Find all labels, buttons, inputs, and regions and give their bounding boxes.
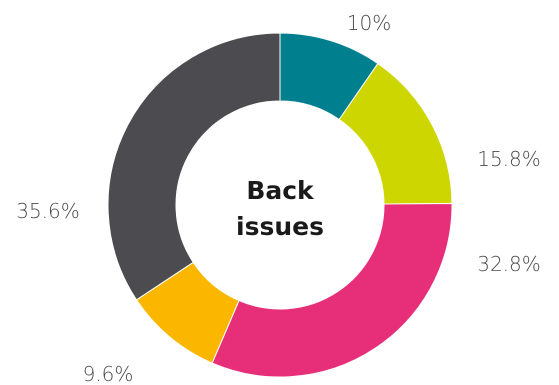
slice-label-3: 32.8% xyxy=(477,252,541,276)
center-title-line-2: issues xyxy=(236,212,324,241)
donut-hole xyxy=(176,101,384,309)
slice-label-5: 35.6% xyxy=(16,199,80,223)
slices-group xyxy=(107,32,453,378)
center-title-line-1: Back xyxy=(246,176,315,205)
slice-labels-group: 10% 15.8% 32.8% 9.6% 35.6% xyxy=(16,11,541,385)
slice-label-4: 9.6% xyxy=(83,362,134,385)
slice-label-1: 10% xyxy=(347,11,391,35)
slice-label-2: 15.8% xyxy=(477,147,541,171)
